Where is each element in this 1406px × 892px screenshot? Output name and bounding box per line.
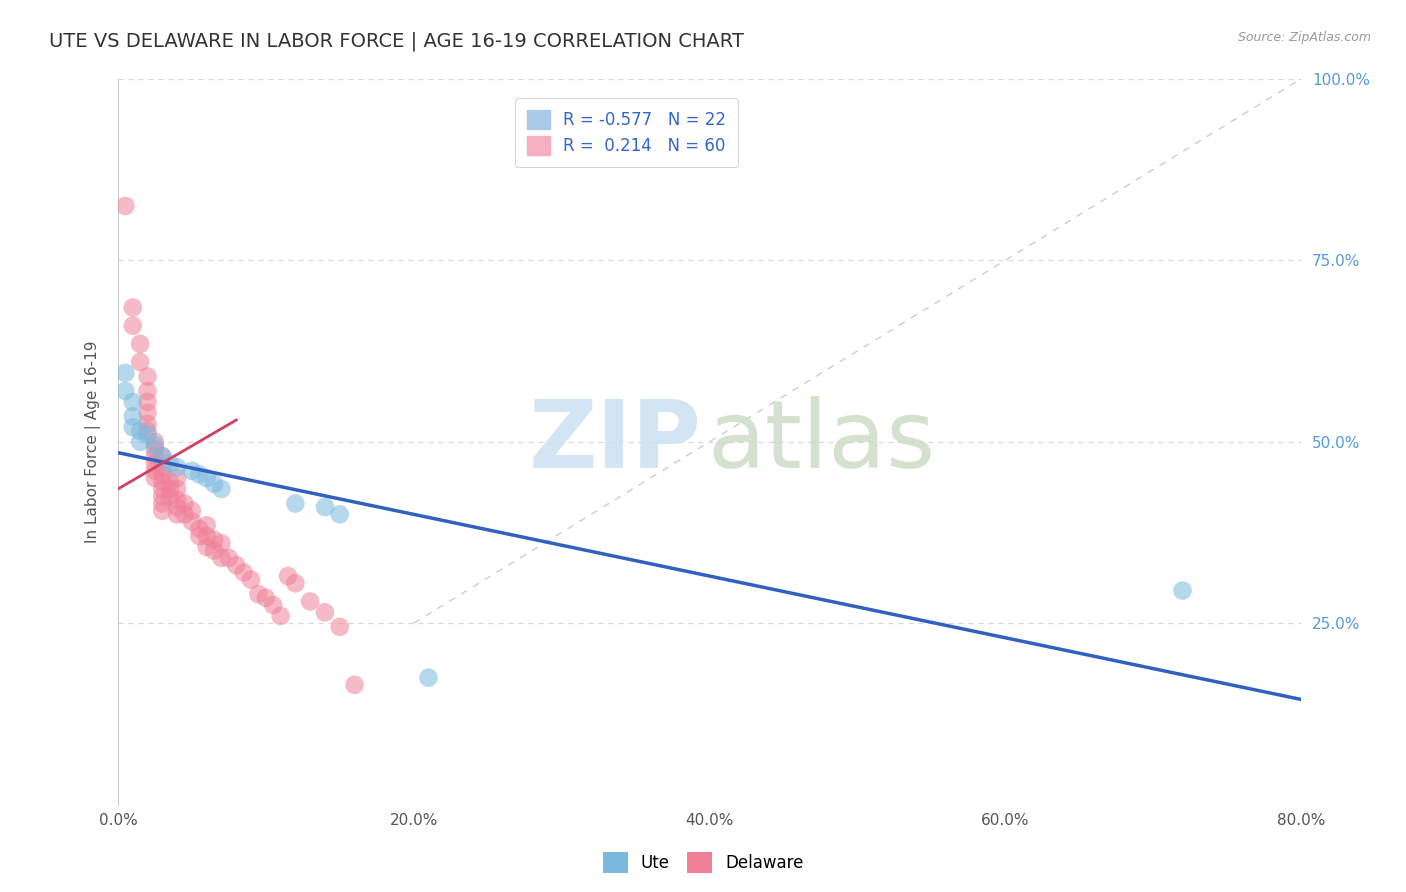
Point: [150, 475, 173, 489]
Point: [314, 500, 336, 514]
Point: [218, 550, 240, 565]
Point: [150, 460, 173, 475]
Text: atlas: atlas: [707, 396, 936, 488]
Point: [284, 496, 307, 510]
Point: [225, 558, 247, 573]
Point: [150, 496, 173, 510]
Point: [121, 409, 143, 424]
Text: Source: ZipAtlas.com: Source: ZipAtlas.com: [1237, 31, 1371, 45]
Point: [277, 569, 299, 583]
Point: [136, 384, 159, 398]
Point: [166, 492, 188, 507]
Point: [211, 536, 233, 550]
Point: [121, 318, 143, 333]
Point: [166, 508, 188, 522]
Point: [314, 605, 336, 619]
Point: [121, 301, 143, 315]
Point: [136, 417, 159, 431]
Legend: Ute, Delaware: Ute, Delaware: [596, 846, 810, 880]
Point: [150, 467, 173, 482]
Point: [195, 471, 218, 485]
Point: [166, 500, 188, 514]
Point: [143, 434, 166, 449]
Point: [114, 366, 136, 380]
Point: [166, 482, 188, 496]
Point: [180, 515, 202, 529]
Point: [284, 576, 307, 591]
Point: [136, 424, 159, 438]
Point: [143, 457, 166, 471]
Point: [418, 671, 440, 685]
Point: [188, 467, 211, 482]
Point: [150, 504, 173, 518]
Point: [136, 406, 159, 420]
Point: [150, 489, 173, 503]
Point: [129, 434, 152, 449]
Point: [159, 482, 181, 496]
Point: [254, 591, 277, 605]
Point: [329, 508, 352, 522]
Point: [159, 489, 181, 503]
Point: [150, 450, 173, 464]
Point: [343, 678, 366, 692]
Point: [121, 420, 143, 434]
Point: [136, 369, 159, 384]
Point: [270, 609, 292, 624]
Point: [195, 518, 218, 533]
Point: [143, 450, 166, 464]
Point: [202, 543, 225, 558]
Point: [240, 573, 263, 587]
Point: [129, 424, 152, 438]
Point: [173, 496, 195, 510]
Point: [166, 460, 188, 475]
Point: [129, 355, 152, 369]
Point: [143, 471, 166, 485]
Point: [173, 508, 195, 522]
Point: [202, 533, 225, 547]
Legend: R = -0.577   N = 22, R =  0.214   N = 60: R = -0.577 N = 22, R = 0.214 N = 60: [515, 98, 738, 167]
Point: [143, 442, 166, 456]
Y-axis label: In Labor Force | Age 16-19: In Labor Force | Age 16-19: [86, 341, 101, 543]
Point: [129, 336, 152, 351]
Point: [211, 482, 233, 496]
Point: [159, 457, 181, 471]
Point: [232, 566, 254, 580]
Text: UTE VS DELAWARE IN LABOR FORCE | AGE 16-19 CORRELATION CHART: UTE VS DELAWARE IN LABOR FORCE | AGE 16-…: [49, 31, 744, 51]
Point: [262, 598, 284, 612]
Point: [121, 395, 143, 409]
Point: [114, 384, 136, 398]
Point: [180, 504, 202, 518]
Point: [136, 395, 159, 409]
Point: [329, 620, 352, 634]
Point: [299, 594, 322, 608]
Point: [211, 550, 233, 565]
Point: [247, 587, 270, 601]
Point: [202, 476, 225, 491]
Point: [180, 464, 202, 478]
Point: [136, 427, 159, 442]
Point: [188, 522, 211, 536]
Point: [188, 529, 211, 543]
Point: [159, 475, 181, 489]
Point: [114, 199, 136, 213]
Point: [150, 482, 173, 496]
Text: ZIP: ZIP: [529, 396, 702, 488]
Point: [195, 529, 218, 543]
Point: [143, 464, 166, 478]
Point: [166, 471, 188, 485]
Point: [1171, 583, 1194, 598]
Point: [143, 438, 166, 452]
Point: [195, 540, 218, 554]
Point: [150, 450, 173, 464]
